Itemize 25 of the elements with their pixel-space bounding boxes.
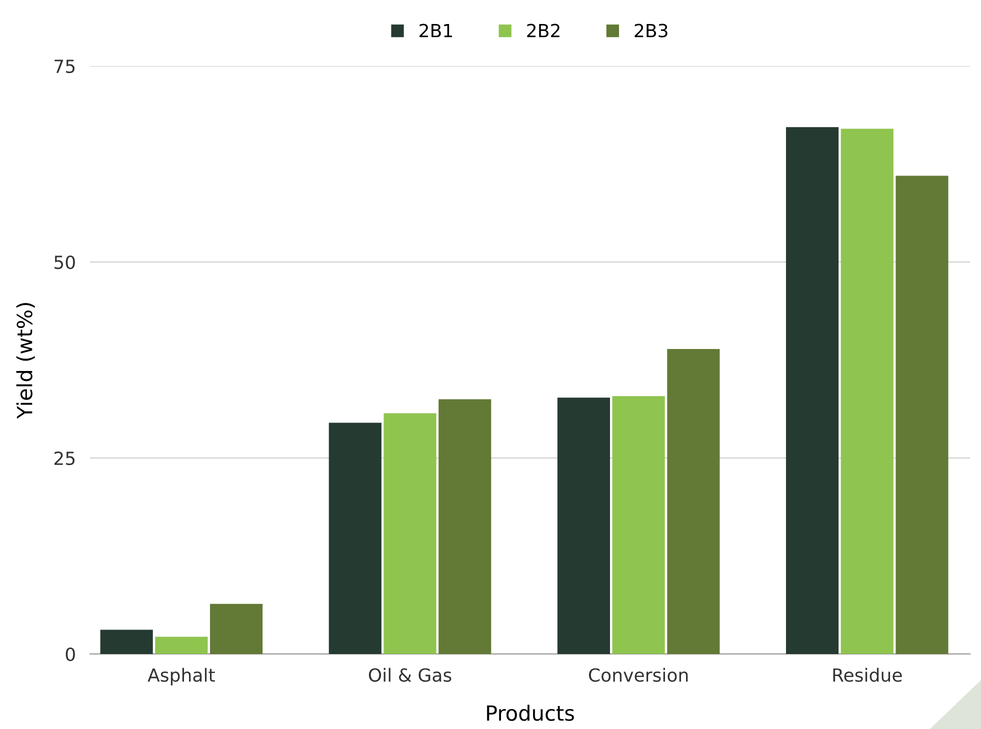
bar — [557, 398, 610, 654]
bar — [384, 413, 436, 654]
y-tick-label: 50 — [54, 255, 75, 270]
legend-label: 2B3 — [634, 24, 668, 38]
bar — [612, 396, 665, 654]
y-tick-label: 0 — [66, 647, 75, 662]
bar — [100, 630, 153, 654]
bar — [155, 636, 208, 654]
bar — [896, 176, 948, 654]
bar — [438, 399, 492, 654]
y-axis-title: Yield (wt%) — [16, 303, 35, 419]
bar — [210, 604, 263, 654]
y-tick-label: 75 — [54, 60, 75, 74]
legend-label: 2B1 — [420, 24, 452, 38]
bar — [667, 349, 720, 654]
x-axis-title: Products — [487, 704, 574, 721]
y-tick-label: 25 — [54, 451, 75, 466]
bar — [328, 422, 382, 654]
x-tick-label: Residue — [833, 668, 902, 682]
bar — [786, 127, 839, 654]
x-tick-label: Oil & Gas — [368, 668, 452, 682]
x-tick-label: Conversion — [588, 668, 688, 682]
bar — [840, 128, 894, 654]
legend-label: 2B2 — [527, 24, 560, 38]
x-tick-label: Asphalt — [148, 668, 215, 686]
